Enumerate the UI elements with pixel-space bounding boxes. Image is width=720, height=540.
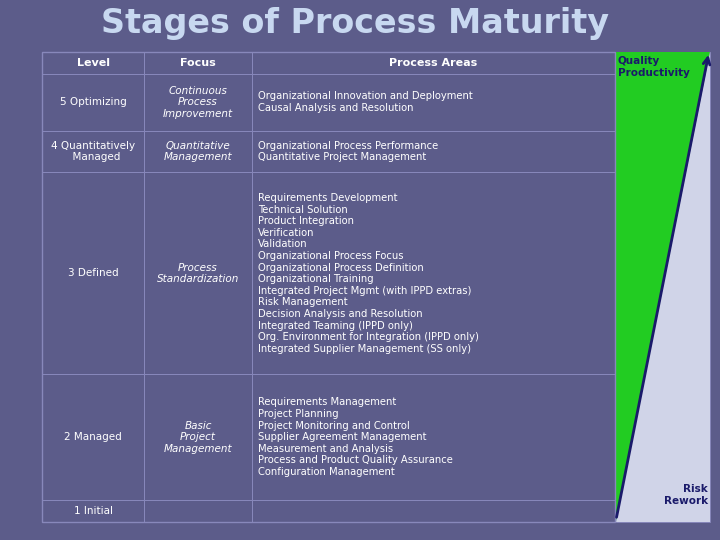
Polygon shape (616, 52, 710, 522)
Bar (144, 374, 252, 500)
Text: Level: Level (76, 58, 109, 68)
Text: 4 Quantitatively
  Managed: 4 Quantitatively Managed (51, 140, 135, 162)
Bar (42, 52, 144, 74)
Bar (144, 52, 252, 74)
Bar (144, 131, 252, 172)
Text: Requirements Management
Project Planning
Project Monitoring and Control
Supplier: Requirements Management Project Planning… (258, 397, 453, 477)
Text: 2 Managed: 2 Managed (64, 433, 122, 442)
Text: Quantitative
Management: Quantitative Management (163, 140, 233, 162)
Bar (252, 500, 615, 522)
Text: Organizational Process Performance
Quantitative Project Management: Organizational Process Performance Quant… (258, 140, 438, 162)
Text: Risk
Rework: Risk Rework (664, 484, 708, 505)
Text: Quality
Productivity: Quality Productivity (618, 56, 690, 78)
Text: 1 Initial: 1 Initial (73, 506, 112, 516)
Bar (252, 74, 615, 131)
Text: 5 Optimizing: 5 Optimizing (60, 97, 127, 107)
Bar (144, 172, 252, 374)
Bar (42, 74, 144, 131)
Bar (252, 52, 615, 74)
Text: Basic
Project
Management: Basic Project Management (163, 421, 233, 454)
Bar (252, 374, 615, 500)
Polygon shape (616, 52, 710, 522)
Text: Requirements Development
Technical Solution
Product Integration
Verification
Val: Requirements Development Technical Solut… (258, 193, 479, 354)
Bar (252, 131, 615, 172)
Bar (42, 500, 144, 522)
Text: Organizational Innovation and Deployment
Causal Analysis and Resolution: Organizational Innovation and Deployment… (258, 91, 473, 113)
Text: Stages of Process Maturity: Stages of Process Maturity (101, 8, 609, 40)
Bar (42, 131, 144, 172)
Bar (144, 74, 252, 131)
Bar (252, 172, 615, 374)
Text: Focus: Focus (180, 58, 216, 68)
Text: 3 Defined: 3 Defined (68, 268, 118, 278)
Bar (42, 172, 144, 374)
Bar (42, 52, 615, 522)
Bar (144, 500, 252, 522)
Bar (616, 52, 710, 522)
Bar (42, 374, 144, 500)
Text: Process
Standardization: Process Standardization (157, 262, 239, 284)
Text: Process Areas: Process Areas (390, 58, 477, 68)
Text: Continuous
Process
Improvement: Continuous Process Improvement (163, 86, 233, 119)
